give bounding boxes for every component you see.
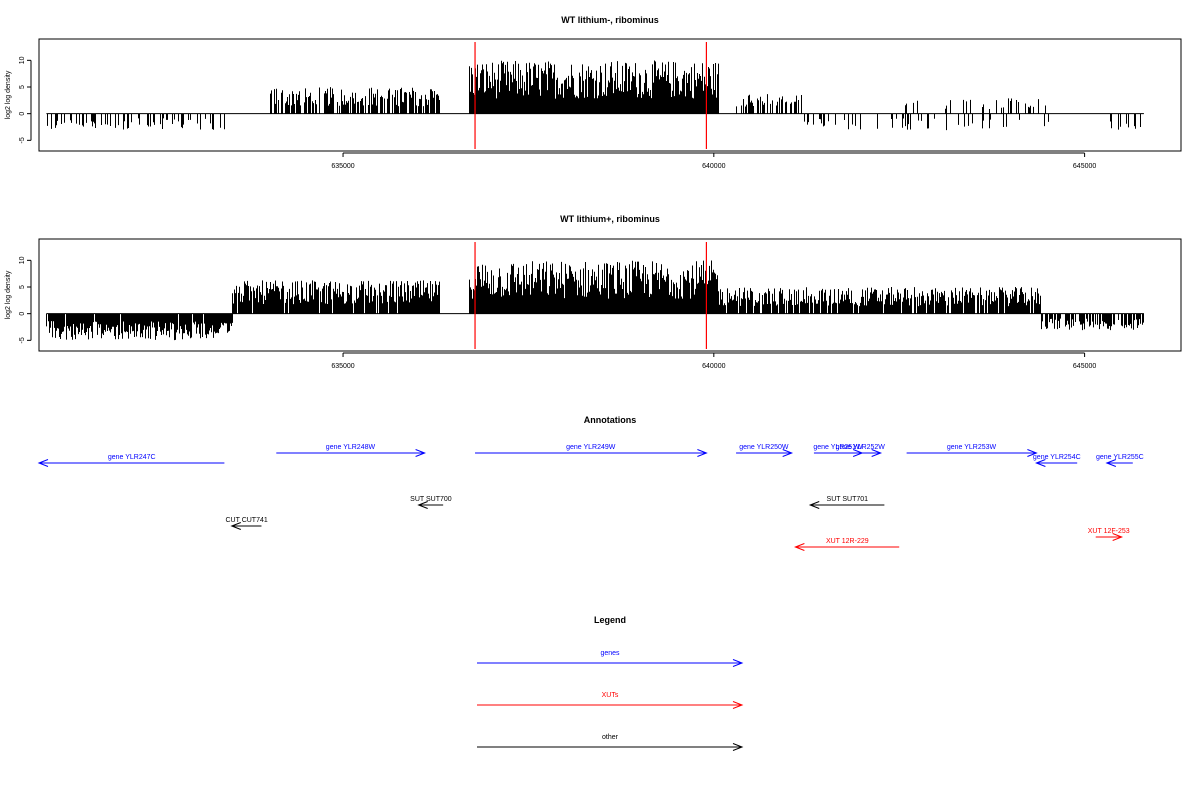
arrowhead xyxy=(230,522,241,530)
arrowhead xyxy=(794,543,805,551)
annotation-feature: gene YLR253W xyxy=(906,444,1038,457)
arrowhead xyxy=(697,449,708,457)
feature-label: gene YLR249W xyxy=(566,444,616,451)
arrowhead xyxy=(1112,533,1124,541)
track-panel-lithium-plus: WT lithium+, ribominus -5 0 5 10 635000 6400… xyxy=(5,214,1182,370)
y-tick-label: -5 xyxy=(19,137,26,143)
y-tick-label: 0 xyxy=(19,312,26,316)
y-tick-label: -5 xyxy=(19,337,26,343)
feature-label: SUT SUT701 xyxy=(827,496,869,503)
annotation-feature: gene YLR247C xyxy=(37,454,225,467)
x-axis: 635000 640000 645000 xyxy=(331,152,1096,170)
arrowhead xyxy=(782,449,794,457)
feature-label: XUT 12R-229 xyxy=(826,538,869,545)
arrowhead xyxy=(871,449,883,457)
arrowhead xyxy=(1035,459,1046,467)
annotation-feature: gene YLR254C xyxy=(1033,454,1081,467)
signal-bars xyxy=(46,42,1144,149)
x-tick-label: 645000 xyxy=(1073,163,1096,170)
y-tick-label: 0 xyxy=(19,112,26,116)
arrowhead xyxy=(415,449,426,457)
arrowhead xyxy=(808,501,820,509)
legend-label: XUTs xyxy=(602,692,619,699)
legend-item: XUTs xyxy=(477,692,744,709)
y-tick-label: 5 xyxy=(19,85,26,89)
x-tick-label: 635000 xyxy=(331,163,354,170)
feature-label: gene YLR248W xyxy=(326,444,376,451)
y-axis-label: log2 log density xyxy=(5,270,12,319)
y-tick-label: 5 xyxy=(19,285,26,289)
annotation-features: gene YLR247C gene YLR248W gene YLR249W gene… xyxy=(37,444,1144,551)
y-axis: -5 0 5 10 xyxy=(19,56,32,143)
arrowhead xyxy=(732,701,744,709)
annotation-feature: XUT 12F-253 xyxy=(1088,528,1130,541)
y-tick-label: 10 xyxy=(19,256,26,264)
feature-label: gene YLR253W xyxy=(947,444,997,451)
annotation-feature: gene YLR252W xyxy=(836,444,886,457)
annotation-feature: CUT CUT741 xyxy=(225,517,268,530)
x-axis: 635000 640000 645000 xyxy=(331,352,1096,370)
arrowhead xyxy=(732,743,744,751)
feature-label: gene YLR247C xyxy=(108,454,156,461)
arrowhead xyxy=(1027,449,1038,457)
arrowhead xyxy=(1105,459,1117,467)
annotation-feature: gene YLR249W xyxy=(475,444,708,457)
feature-label: gene YLR251W xyxy=(813,444,863,451)
x-tick-label: 640000 xyxy=(702,363,725,370)
annotation-feature: SUT SUT701 xyxy=(808,496,885,509)
annotation-feature: SUT SUT700 xyxy=(410,496,452,509)
y-axis-label: log2 log density xyxy=(5,70,12,119)
feature-label: XUT 12F-253 xyxy=(1088,528,1130,535)
arrowhead xyxy=(37,459,49,467)
plot-frame xyxy=(38,38,1182,152)
y-tick-label: 10 xyxy=(19,56,26,64)
legend-label: other xyxy=(602,734,619,741)
plot-frame xyxy=(38,238,1182,352)
legend-items: genes XUTs other xyxy=(477,650,744,751)
legend-item: genes xyxy=(477,650,744,667)
legend-title: Legend xyxy=(594,615,626,625)
annotations-title: Annotations xyxy=(584,415,637,425)
x-tick-label: 645000 xyxy=(1073,363,1096,370)
legend-item: other xyxy=(477,734,744,751)
annotation-feature: gene YLR250W xyxy=(736,444,794,457)
feature-label: SUT SUT700 xyxy=(410,496,452,503)
annotation-feature: XUT 12R-229 xyxy=(794,538,900,551)
annotation-feature: gene YLR255C xyxy=(1096,454,1144,467)
x-tick-label: 640000 xyxy=(702,163,725,170)
feature-label: gene YLR254C xyxy=(1033,454,1081,461)
feature-label: gene YLR250W xyxy=(739,444,789,451)
annotation-feature: gene YLR248W xyxy=(276,444,426,457)
feature-label: CUT CUT741 xyxy=(225,517,267,524)
arrowhead xyxy=(417,501,428,509)
y-axis: -5 0 5 10 xyxy=(19,256,32,343)
panel-title: WT lithium+, ribominus xyxy=(560,214,660,224)
panel-title: WT lithium-, ribominus xyxy=(561,15,659,25)
signal-bars xyxy=(46,242,1144,349)
feature-label: gene YLR255C xyxy=(1096,454,1144,461)
x-tick-label: 635000 xyxy=(331,363,354,370)
arrowhead xyxy=(732,659,744,667)
legend-label: genes xyxy=(600,650,620,657)
legend: Legend genes XUTs other xyxy=(477,615,744,751)
feature-label: gene YLR252W xyxy=(836,444,886,451)
track-panel-lithium-minus: WT lithium-, ribominus -5 0 5 10 635000 6400… xyxy=(5,15,1182,170)
